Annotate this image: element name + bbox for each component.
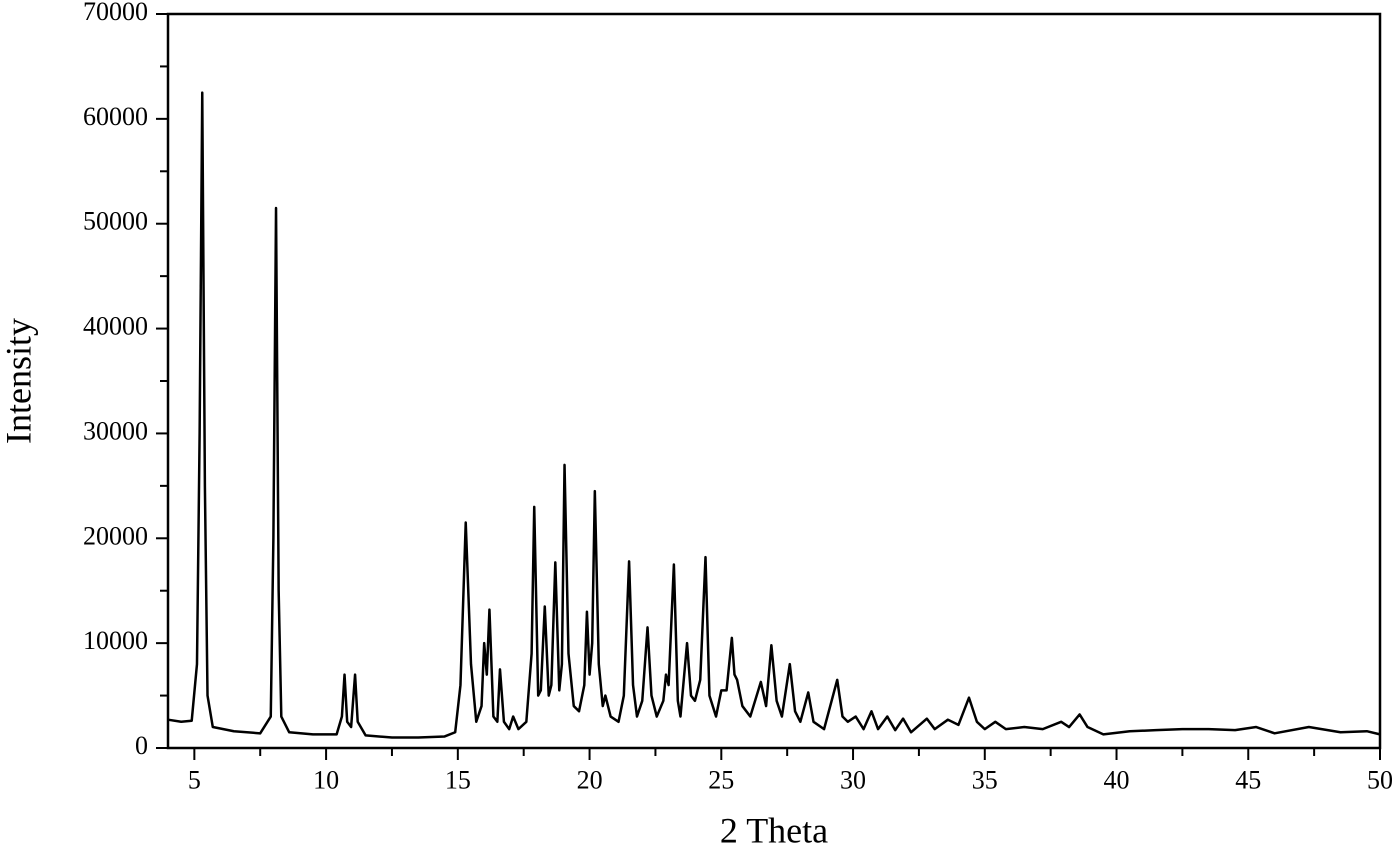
y-tick-label: 50000 [83, 207, 148, 236]
y-axis-title: Intensity [0, 318, 38, 444]
x-tick-label: 25 [708, 765, 734, 794]
diffraction-line [167, 91, 1381, 739]
plot-frame [166, 12, 1382, 750]
y-tick-label: 0 [135, 731, 148, 760]
x-tick-label: 40 [1104, 765, 1130, 794]
x-tick-label: 20 [577, 765, 603, 794]
y-tick-label: 30000 [83, 416, 148, 445]
y-tick-label: 70000 [83, 0, 148, 26]
x-tick-label: 30 [840, 765, 866, 794]
y-tick-label: 10000 [83, 626, 148, 655]
x-tick-label: 15 [445, 765, 471, 794]
x-tick-label: 5 [188, 765, 201, 794]
y-tick-label: 20000 [83, 521, 148, 550]
x-axis-title: 2 Theta [720, 810, 828, 850]
x-tick-label: 35 [972, 765, 998, 794]
y-tick-label: 60000 [83, 102, 148, 131]
x-tick-label: 45 [1235, 765, 1261, 794]
x-tick-label: 50 [1367, 765, 1393, 794]
x-tick-label: 10 [313, 765, 339, 794]
y-tick-label: 40000 [83, 312, 148, 341]
